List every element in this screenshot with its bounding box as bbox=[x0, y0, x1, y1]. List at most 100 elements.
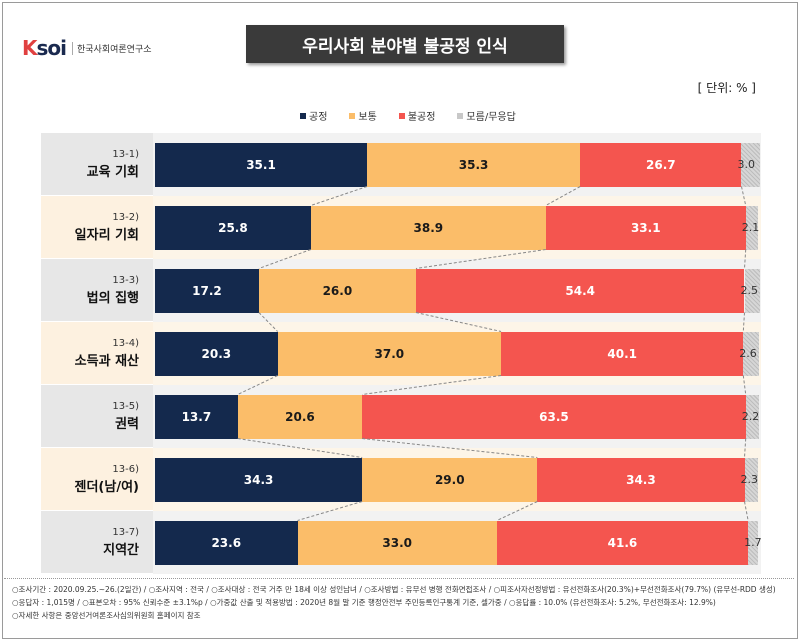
row-category-name: 교육 기회 bbox=[86, 164, 139, 180]
data-label-unfair: 33.1 bbox=[630, 220, 661, 235]
data-label-dontknow: 2.3 bbox=[740, 473, 759, 486]
footnote-line-1: ○조사기간 : 2020.09.25.~26.(2일간) / ○조사지역 : 전… bbox=[12, 585, 776, 594]
data-label-normal: 37.0 bbox=[374, 346, 405, 361]
logo-rest-letters: soi bbox=[36, 36, 67, 60]
bar-segment-normal: 38.9 bbox=[310, 205, 546, 250]
data-label-normal: 29.0 bbox=[434, 472, 465, 487]
bar-segment-unfair: 33.1 bbox=[545, 205, 746, 250]
footer-divider bbox=[4, 578, 794, 579]
bar-segment-fair: 17.2 bbox=[155, 268, 259, 313]
row-category-name: 권력 bbox=[115, 416, 139, 432]
bar-segment-fair: 35.1 bbox=[155, 142, 367, 187]
data-label-fair: 13.7 bbox=[181, 409, 212, 424]
legend-label-dontknow: 모름/무응답 bbox=[466, 112, 516, 123]
logo-text: 한국사회여론연구소 bbox=[72, 41, 152, 55]
bar-segment-unfair: 41.6 bbox=[496, 520, 749, 565]
legend-item-fair: 공정 bbox=[300, 108, 327, 123]
row-label-2: 13-2) 일자리 기회 bbox=[41, 196, 153, 259]
data-label-unfair: 54.4 bbox=[565, 283, 595, 298]
connector-line bbox=[742, 312, 746, 332]
bar-segment-unfair: 63.5 bbox=[362, 394, 746, 439]
bar-segment-dontknow bbox=[748, 520, 759, 565]
data-label-fair: 35.1 bbox=[246, 157, 276, 172]
data-label-unfair: 34.3 bbox=[626, 472, 656, 487]
bar-segment-normal: 20.6 bbox=[237, 394, 363, 439]
bar-segment-dontknow bbox=[745, 394, 759, 439]
ksoi-logo: Ksoi 한국사회여론연구소 bbox=[22, 36, 152, 60]
data-label-unfair: 26.7 bbox=[646, 157, 676, 172]
connector-line bbox=[362, 375, 502, 395]
survey-footnote: ○조사기간 : 2020.09.25.~26.(2일간) / ○조사지역 : 전… bbox=[12, 583, 788, 622]
row-number: 13-3) bbox=[112, 274, 139, 286]
data-label-normal: 20.6 bbox=[285, 409, 315, 424]
connector-line bbox=[742, 375, 747, 395]
footnote-line-2: ○응답자 : 1,015명 / ○표본오차 : 95% 신뢰수준 ±3.1%p … bbox=[12, 598, 716, 607]
connector-line bbox=[258, 249, 312, 269]
legend: 공정 보통 불공정 모름/무응답 bbox=[300, 108, 516, 123]
row-label-4: 13-4) 소득과 재산 bbox=[41, 322, 153, 385]
data-label-fair: 25.8 bbox=[218, 220, 248, 235]
connector-line bbox=[362, 438, 538, 458]
logo-k-letter: K bbox=[22, 36, 37, 60]
chart-title: 우리사회 분야별 불공정 인식 bbox=[246, 25, 564, 63]
row-category-name: 지역간 bbox=[103, 542, 139, 558]
bar-segment-fair: 25.8 bbox=[155, 205, 311, 250]
row-number: 13-6) bbox=[112, 463, 139, 475]
row-category-name: 법의 집행 bbox=[86, 290, 139, 306]
bar-segment-dontknow bbox=[745, 205, 759, 250]
row-number: 13-4) bbox=[112, 337, 139, 349]
row-label-6: 13-6) 젠더(남/여) bbox=[41, 448, 153, 511]
bar-segment-dontknow bbox=[744, 457, 759, 502]
bar-segment-unfair: 54.4 bbox=[415, 268, 745, 313]
data-label-unfair: 63.5 bbox=[539, 409, 569, 424]
connector-line bbox=[744, 249, 747, 269]
connector-line bbox=[415, 249, 546, 269]
legend-swatch-unfair bbox=[398, 112, 405, 119]
row-label-1: 13-1) 교육 기회 bbox=[41, 133, 153, 196]
data-label-normal: 26.0 bbox=[322, 283, 353, 298]
bar-segment-fair: 13.7 bbox=[155, 394, 238, 439]
data-label-dontknow: 1.7 bbox=[744, 536, 762, 549]
bar-segment-fair: 20.3 bbox=[155, 331, 278, 376]
legend-swatch-fair bbox=[300, 112, 306, 119]
bar-segment-dontknow bbox=[744, 268, 760, 313]
legend-item-dontknow: 모름/무응답 bbox=[457, 108, 516, 123]
bar-segment-normal: 29.0 bbox=[362, 457, 538, 502]
data-label-normal: 35.3 bbox=[458, 157, 489, 172]
bar-segment-unfair: 26.7 bbox=[580, 142, 742, 187]
legend-item-unfair: 불공정 bbox=[398, 108, 435, 123]
connector-line bbox=[496, 501, 538, 521]
data-label-fair: 23.6 bbox=[211, 535, 242, 550]
data-label-normal: 38.9 bbox=[413, 220, 444, 235]
data-label-dontknow: 3.0 bbox=[737, 158, 755, 171]
data-label-normal: 33.0 bbox=[382, 535, 412, 550]
legend-item-normal: 보통 bbox=[349, 108, 377, 123]
row-category-name: 일자리 기회 bbox=[74, 227, 139, 243]
row-number: 13-2) bbox=[112, 211, 139, 223]
legend-label-normal: 보통 bbox=[358, 112, 377, 123]
row-number: 13-7) bbox=[112, 526, 139, 538]
bar-segment-unfair: 40.1 bbox=[501, 331, 744, 376]
data-label-dontknow: 2.5 bbox=[740, 284, 759, 297]
logo-mark: Ksoi bbox=[22, 36, 67, 60]
connector-line bbox=[545, 186, 581, 206]
connector-line bbox=[297, 501, 363, 521]
data-label-unfair: 41.6 bbox=[607, 535, 638, 550]
legend-label-fair: 공정 bbox=[309, 112, 328, 123]
bar-segment-normal: 37.0 bbox=[277, 331, 502, 376]
bar-segment-dontknow bbox=[743, 331, 759, 376]
row-category-name: 젠더(남/여) bbox=[74, 479, 139, 495]
connector-line bbox=[237, 375, 278, 395]
data-label-fair: 34.3 bbox=[243, 472, 274, 487]
data-label-fair: 20.3 bbox=[201, 346, 232, 361]
stacked-bar-chart: 13-1) 교육 기회 35.1 35.3 26.7 3.0 13-2) 일자리 기회 25.8… bbox=[41, 133, 762, 575]
bar-segment-unfair: 34.3 bbox=[537, 457, 745, 502]
data-label-fair: 17.2 bbox=[192, 283, 222, 298]
bar-segment-normal: 33.0 bbox=[297, 520, 497, 565]
bar-segment-dontknow bbox=[741, 142, 760, 187]
unit-label: [ 단위: % ] bbox=[697, 81, 756, 95]
connector-line bbox=[744, 501, 749, 521]
row-number: 13-1) bbox=[112, 148, 139, 160]
row-number: 13-5) bbox=[112, 400, 139, 412]
row-label-7: 13-7) 지역간 bbox=[41, 511, 153, 574]
